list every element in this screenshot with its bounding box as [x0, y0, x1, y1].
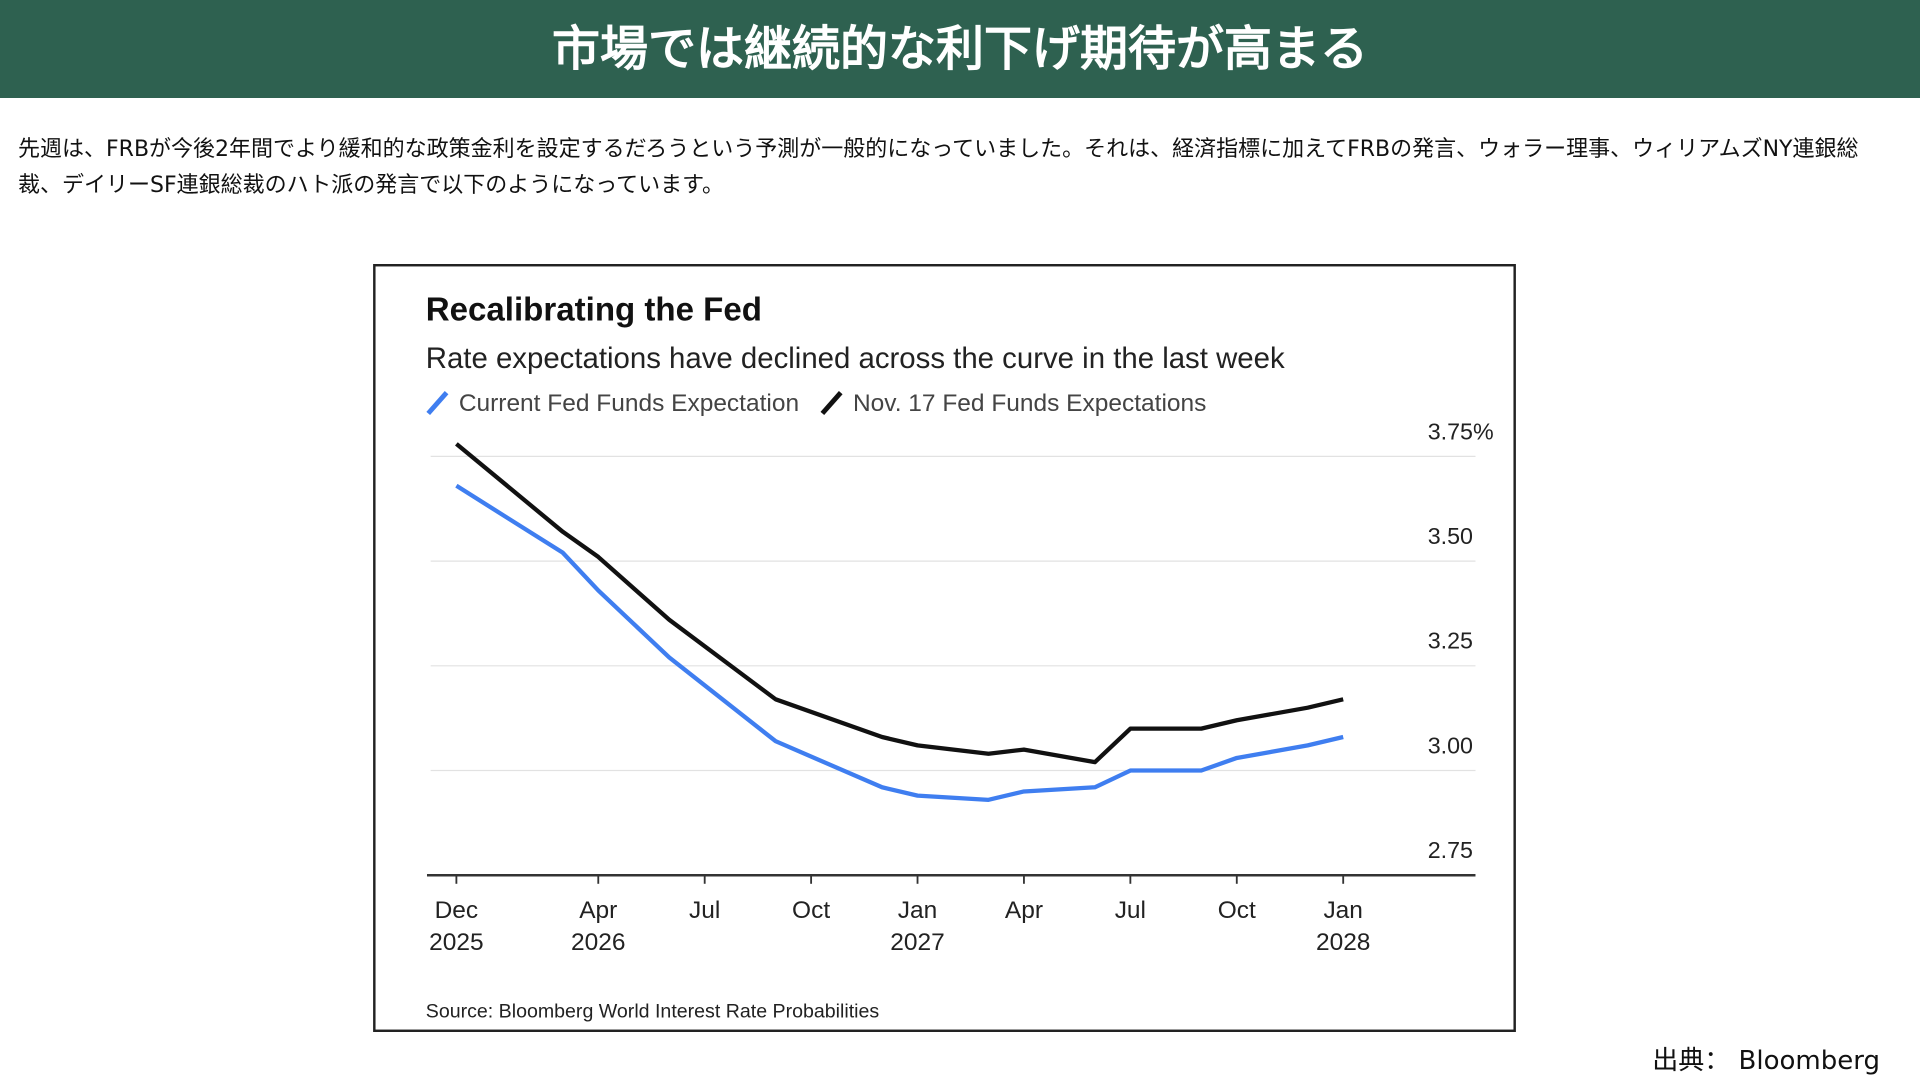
y-tick-label: 3.25	[1428, 628, 1473, 654]
x-tick-label: 2027	[890, 929, 944, 956]
y-tick-label: 3.75%	[1428, 418, 1494, 444]
legend-label: Nov. 17 Fed Funds Expectations	[853, 390, 1206, 417]
x-tick-label: Dec	[435, 897, 479, 924]
y-tick-label: 2.75	[1428, 837, 1473, 863]
chart: Recalibrating the Fed Rate expectations …	[373, 264, 1516, 1032]
x-tick-label: Oct	[1218, 897, 1256, 924]
x-tick-label: Jul	[1115, 897, 1146, 924]
chart-source: Source: Bloomberg World Interest Rate Pr…	[426, 1000, 880, 1022]
header-title: 市場では継続的な利下げ期待が高まる	[0, 0, 1920, 98]
x-tick-label: Apr	[1005, 897, 1043, 924]
series-line	[455, 442, 1344, 765]
chart-frame	[373, 264, 1516, 1032]
x-tick-label: Oct	[792, 897, 830, 924]
chart-subtitle: Rate expectations have declined across t…	[426, 342, 1285, 375]
legend-swatch	[820, 390, 843, 416]
legend-label: Current Fed Funds Expectation	[459, 390, 799, 417]
legend-swatch	[426, 390, 449, 416]
x-tick-label: 2026	[571, 929, 625, 956]
x-tick-label: Jan	[898, 897, 937, 924]
x-tick-label: Apr	[579, 897, 617, 924]
intro-text: 先週は、FRBが今後2年間でより緩和的な政策金利を設定するだろうという予測が一般…	[18, 137, 1859, 198]
footer-source: 出典： Bloomberg	[1652, 1046, 1880, 1076]
x-tick-label: 2028	[1316, 929, 1370, 956]
y-tick-label: 3.00	[1428, 732, 1473, 758]
y-tick-label: 3.50	[1428, 523, 1473, 549]
x-tick-label: 2025	[429, 929, 483, 956]
x-tick-label: Jan	[1323, 897, 1362, 924]
x-tick-label: Jul	[689, 897, 720, 924]
chart-title: Recalibrating the Fed	[426, 291, 762, 328]
series-line	[455, 483, 1344, 802]
